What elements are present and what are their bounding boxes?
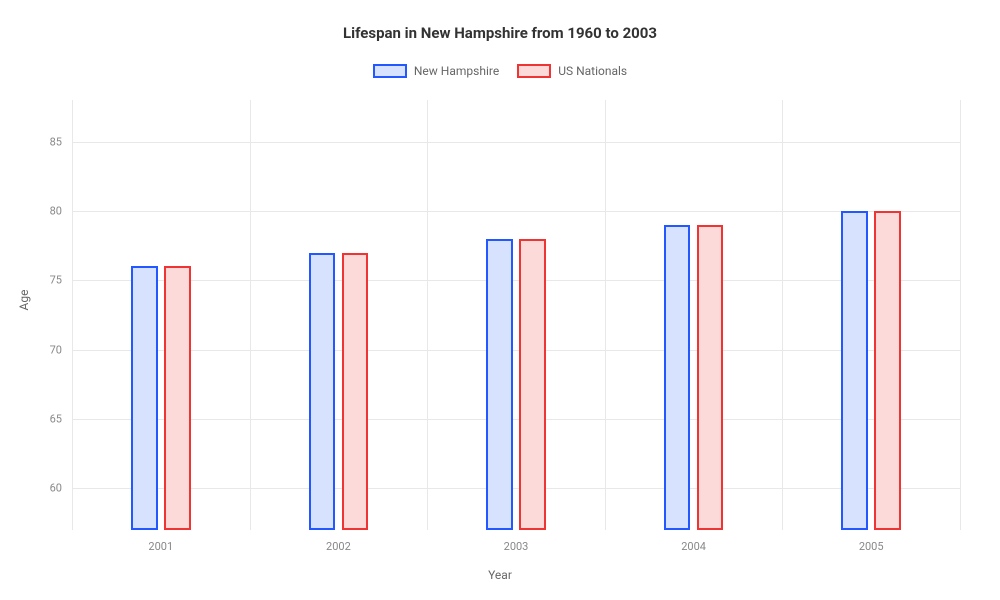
bar	[519, 239, 546, 530]
x-tick: 2003	[504, 530, 529, 553]
gridline-v	[72, 100, 73, 530]
legend-label-us: US Nationals	[558, 64, 627, 78]
gridline-v	[427, 100, 428, 530]
legend: New Hampshire US Nationals	[0, 64, 1000, 78]
bar	[342, 253, 369, 530]
bar	[131, 266, 158, 530]
gridline-v	[782, 100, 783, 530]
x-tick: 2002	[326, 530, 351, 553]
x-tick: 2005	[859, 530, 884, 553]
bar	[664, 225, 691, 530]
gridline-v	[605, 100, 606, 530]
x-tick: 2004	[681, 530, 706, 553]
gridline-h	[72, 488, 960, 489]
bar	[841, 211, 868, 530]
gridline-h	[72, 142, 960, 143]
gridline-h	[72, 419, 960, 420]
x-tick: 2001	[148, 530, 173, 553]
y-tick: 70	[50, 343, 72, 356]
gridline-h	[72, 350, 960, 351]
y-axis-label: Age	[17, 290, 31, 311]
bar	[164, 266, 191, 530]
bar	[697, 225, 724, 530]
gridline-v	[960, 100, 961, 530]
bar	[486, 239, 513, 530]
legend-swatch-us	[517, 64, 551, 78]
legend-item-nh: New Hampshire	[373, 64, 499, 78]
x-axis-label: Year	[488, 568, 512, 582]
y-tick: 80	[50, 204, 72, 217]
legend-item-us: US Nationals	[517, 64, 627, 78]
gridline-h	[72, 211, 960, 212]
bar	[874, 211, 901, 530]
y-tick: 60	[50, 482, 72, 495]
chart-title: Lifespan in New Hampshire from 1960 to 2…	[0, 0, 1000, 42]
y-tick: 85	[50, 135, 72, 148]
y-tick: 65	[50, 413, 72, 426]
gridline-v	[250, 100, 251, 530]
bar	[309, 253, 336, 530]
y-tick: 75	[50, 274, 72, 287]
legend-label-nh: New Hampshire	[414, 64, 499, 78]
gridline-h	[72, 280, 960, 281]
chart-container: Lifespan in New Hampshire from 1960 to 2…	[0, 0, 1000, 600]
legend-swatch-nh	[373, 64, 407, 78]
plot-area: 60657075808520012002200320042005	[72, 100, 960, 530]
